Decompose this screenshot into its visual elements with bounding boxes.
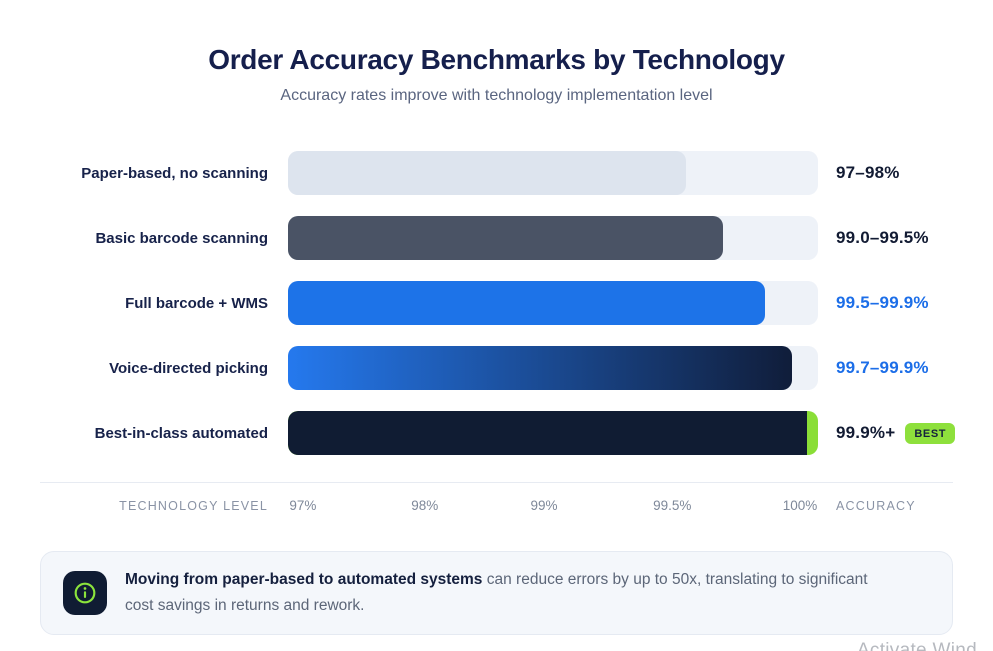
- bar-track: [288, 151, 818, 195]
- bar-fill: [288, 346, 792, 390]
- insight-text-bold: Moving from paper-based to automated sys…: [125, 571, 483, 588]
- value-text: 99.9%+: [836, 423, 896, 442]
- row-value: 99.0–99.5%: [818, 228, 929, 248]
- axis-tick: 99.5%: [653, 498, 692, 513]
- axis-tick: 98%: [411, 498, 439, 513]
- bar-fill: [288, 216, 723, 260]
- bar-track: [288, 411, 818, 455]
- chart-row: Best-in-class automated 99.9%+ BEST: [40, 411, 956, 455]
- bar-fill: [288, 151, 686, 195]
- chart-header: Order Accuracy Benchmarks by Technology …: [0, 0, 993, 105]
- insight-callout: Moving from paper-based to automated sys…: [40, 551, 953, 636]
- axis-tick: 100%: [782, 498, 818, 513]
- row-value: 99.7–99.9%: [818, 358, 929, 378]
- row-label: Best-in-class automated: [94, 424, 268, 442]
- axis-divider: [40, 482, 953, 483]
- chart-title: Order Accuracy Benchmarks by Technology: [208, 44, 785, 75]
- row-label: Basic barcode scanning: [95, 229, 268, 247]
- axis-tick: 97%: [289, 498, 317, 513]
- row-label: Paper-based, no scanning: [81, 164, 268, 182]
- bar-chart: Paper-based, no scanning 97–98% Basic ba…: [40, 151, 956, 455]
- insight-text: Moving from paper-based to automated sys…: [125, 567, 895, 619]
- axis-ticks: 97% 98% 99% 99.5% 100%: [288, 497, 818, 515]
- row-label: Full barcode + WMS: [125, 294, 268, 312]
- chart-row: Paper-based, no scanning 97–98%: [40, 151, 953, 195]
- row-label: Voice-directed picking: [109, 359, 268, 377]
- value-text: 99.5–99.9%: [836, 293, 929, 312]
- axis-category-label: TECHNOLOGY LEVEL: [119, 499, 268, 513]
- activate-windows-watermark: Activate Wind: [856, 640, 977, 651]
- row-value: 99.5–99.9%: [818, 293, 929, 313]
- value-text: 97–98%: [836, 163, 900, 182]
- insight-text-rest: can reduce errors by up to 50x, translat…: [125, 571, 868, 615]
- value-text: 99.0–99.5%: [836, 228, 929, 247]
- bar-fill-inner: [288, 411, 808, 455]
- value-text: 99.7–99.9%: [836, 358, 929, 377]
- axis-row: TECHNOLOGY LEVEL 97% 98% 99% 99.5% 100% ACCU…: [40, 497, 953, 515]
- axis-tick: 99%: [530, 498, 558, 513]
- row-value: 99.9%+ BEST: [818, 422, 956, 444]
- chart-row: Voice-directed picking 99.7–99.9%: [40, 346, 953, 390]
- info-icon: [63, 571, 107, 616]
- bar-fill: [288, 411, 818, 455]
- row-value: 97–98%: [818, 163, 900, 183]
- bar-fill: [288, 281, 765, 325]
- chart-row: Basic barcode scanning 99.0–99.5%: [40, 216, 953, 260]
- chart-row: Full barcode + WMS 99.5–99.9%: [40, 281, 953, 325]
- best-badge: BEST: [905, 422, 956, 444]
- bar-track: [288, 281, 818, 325]
- chart-subtitle: Accuracy rates improve with technology i…: [280, 87, 713, 104]
- bar-track: [288, 346, 818, 390]
- bar-track: [288, 216, 818, 260]
- axis-value-label: ACCURACY: [836, 499, 916, 513]
